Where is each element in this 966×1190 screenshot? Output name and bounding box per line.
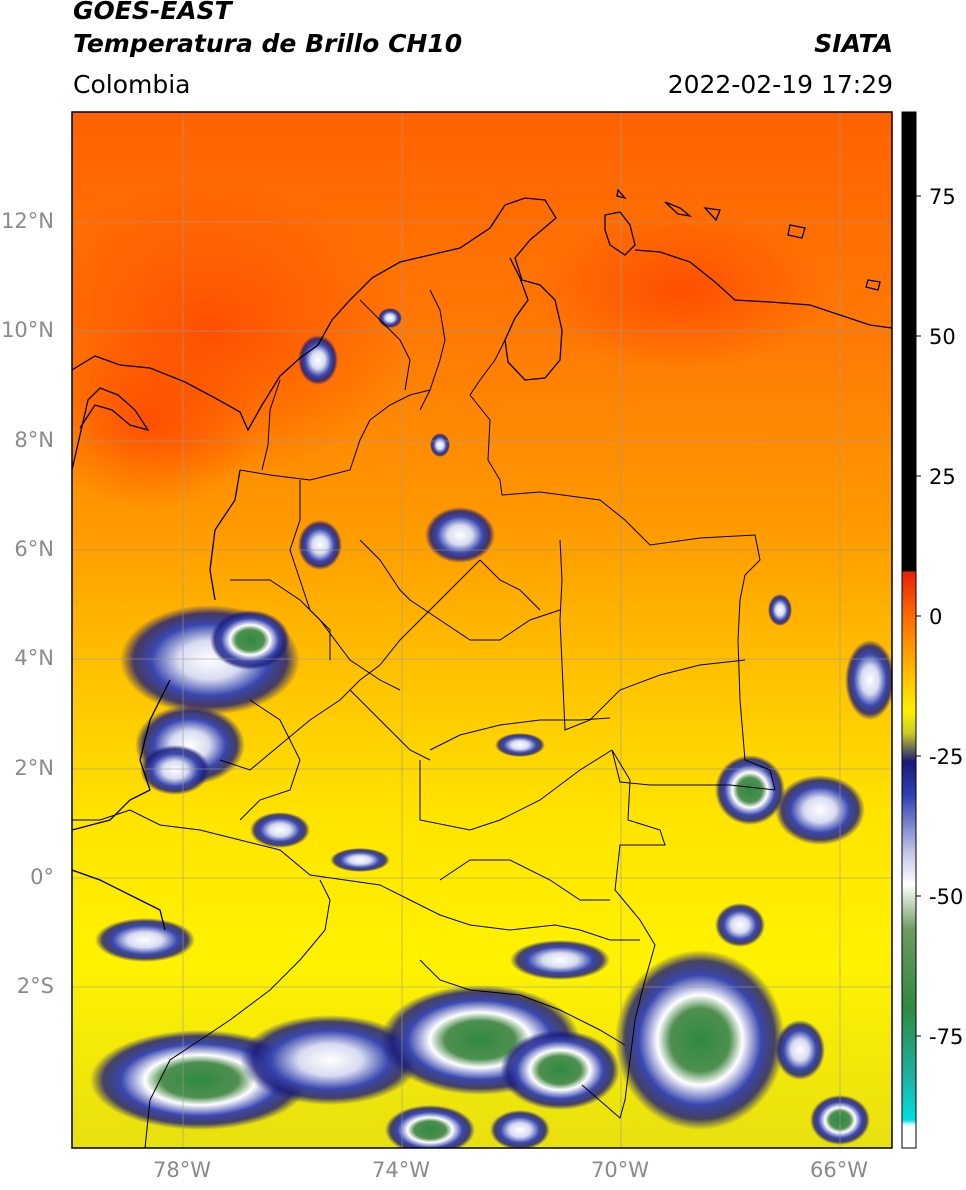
graticule [72,112,892,1148]
colorbar-tick-label: -25 [929,745,963,769]
colorbar-gradient [901,111,917,1149]
agency-label: SIATA [814,29,893,58]
colorbar-tick-label: 25 [929,465,956,489]
lat-label-12n: 12°N [1,209,54,233]
lon-label-74w: 74°W [372,1158,430,1182]
colorbar [901,111,917,1149]
colorbar-ticks: 75 50 25 0 -25 -50 -75 [916,185,963,1049]
lat-label-6n: 6°N [14,537,54,561]
lat-label-2s: 2°S [16,974,54,998]
colorbar-tick-label: 75 [929,185,956,209]
lon-label-70w: 70°W [591,1158,649,1182]
colorbar-tick-label: -50 [929,885,963,909]
colorbar-tick-label: 0 [929,605,942,629]
datetime-label: 2022-02-19 17:29 [667,70,893,99]
lon-label-66w: 66°W [810,1158,868,1182]
brightness-temperature-field [72,112,892,1148]
colorbar-tick-label: 50 [929,325,956,349]
lon-label-78w: 78°W [153,1158,211,1182]
colorbar-tick-label: -75 [929,1025,963,1049]
map-frame [71,111,893,1149]
title-product: Temperatura de Brillo CH10 [73,29,463,58]
coastlines [72,188,892,931]
lat-label-0: 0° [30,865,54,889]
lat-label-10n: 10°N [1,318,54,342]
lat-label-4n: 4°N [14,646,54,670]
political-borders [72,289,776,1148]
title-satellite: GOES-EAST [73,0,232,25]
lat-label-2n: 2°N [14,756,54,780]
lat-label-8n: 8°N [14,428,54,452]
region-label: Colombia [73,70,191,99]
